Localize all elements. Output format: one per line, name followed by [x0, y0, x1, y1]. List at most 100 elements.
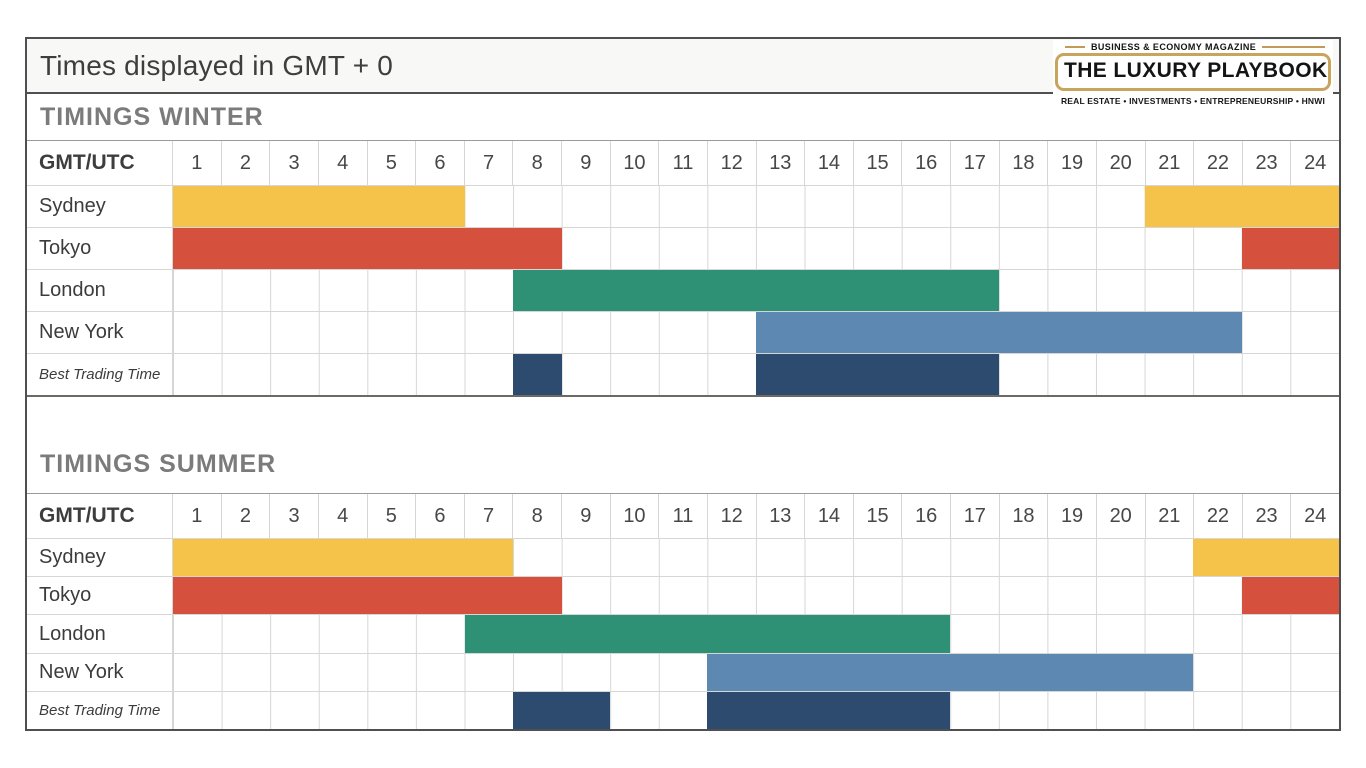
hour-header-cell: 3 — [270, 141, 319, 185]
hour-header-cell: 2 — [222, 494, 271, 538]
session-bar — [707, 691, 951, 730]
session-bar — [513, 354, 562, 395]
hour-header-cell: 23 — [1243, 141, 1292, 185]
row-label: London — [27, 615, 173, 653]
hour-header-cell: 16 — [902, 141, 951, 185]
section-band-winter: TIMINGS WINTER — [27, 94, 1339, 140]
table-row: New York — [27, 653, 1339, 692]
hour-header-cell: 6 — [416, 141, 465, 185]
table-row: Best Trading Time — [27, 691, 1339, 730]
row-label: New York — [27, 312, 173, 353]
hour-header-cell: 18 — [1000, 141, 1049, 185]
hour-header-cell: 21 — [1146, 141, 1195, 185]
hour-header-cell: 15 — [854, 141, 903, 185]
row-track — [173, 312, 1339, 353]
logo-tagline: REAL ESTATE • INVESTMENTS • ENTREPRENEUR… — [1060, 96, 1326, 106]
logo-eyebrow-text: BUSINESS & ECONOMY MAGAZINE — [1091, 42, 1257, 52]
session-bar — [707, 653, 1194, 691]
hour-header-cell: 13 — [757, 494, 806, 538]
section-band-summer: TIMINGS SUMMER — [27, 397, 1339, 493]
hour-header-cell: 19 — [1048, 494, 1097, 538]
hour-header-cell: 22 — [1194, 494, 1243, 538]
hour-header-cell: 15 — [854, 494, 903, 538]
hour-header-cell: 4 — [319, 494, 368, 538]
table-header-row: GMT/UTC 1 2 3 4 5 6 7 8 9 10 11 12 13 14 15 16 17 18 19 20 21… — [27, 494, 1339, 539]
logo-eyebrow: BUSINESS & ECONOMY MAGAZINE — [1065, 42, 1325, 52]
hour-header-cell: 22 — [1194, 141, 1243, 185]
corner-label: GMT/UTC — [27, 494, 173, 538]
hour-header-cell: 21 — [1146, 494, 1195, 538]
table-row: Sydney — [27, 186, 1339, 228]
hour-header-cell: 11 — [659, 494, 708, 538]
hour-header-cell: 1 — [173, 141, 222, 185]
hour-header-cell: 4 — [319, 141, 368, 185]
logo-name: THE LUXURY PLAYBOOK — [1064, 59, 1328, 82]
hour-header-cell: 6 — [416, 494, 465, 538]
session-bar — [1144, 186, 1339, 227]
hour-header-cell: 5 — [368, 494, 417, 538]
session-bar — [173, 228, 562, 269]
table-row: London — [27, 615, 1339, 654]
session-bar — [173, 186, 465, 227]
hour-header-cell: 8 — [513, 141, 562, 185]
hour-header-cell: 11 — [659, 141, 708, 185]
hour-header-cell: 14 — [805, 141, 854, 185]
session-bar — [513, 691, 611, 730]
session-bar — [756, 354, 999, 395]
hour-header-cell: 17 — [951, 141, 1000, 185]
session-bar — [173, 577, 562, 615]
hour-header-cell: 13 — [757, 141, 806, 185]
row-label: Sydney — [27, 539, 173, 577]
session-bar — [756, 312, 1242, 353]
session-bar — [513, 270, 999, 311]
row-label: Sydney — [27, 186, 173, 227]
hour-header-cell: 2 — [222, 141, 271, 185]
hour-header-cell: 5 — [368, 141, 417, 185]
row-track — [173, 653, 1339, 691]
hour-header-cell: 8 — [513, 494, 562, 538]
session-bar — [173, 539, 514, 577]
row-label: Best Trading Time — [27, 691, 173, 730]
table-row: New York — [27, 312, 1339, 354]
hour-header-cell: 23 — [1243, 494, 1292, 538]
hour-header-cell: 20 — [1097, 141, 1146, 185]
section-heading-summer: TIMINGS SUMMER — [40, 450, 277, 478]
corner-label: GMT/UTC — [27, 141, 173, 185]
hour-header-cell: 12 — [708, 141, 757, 185]
hour-header-cell: 19 — [1048, 141, 1097, 185]
row-track — [173, 228, 1339, 269]
hour-header-cell: 24 — [1304, 504, 1327, 527]
row-track — [173, 615, 1339, 653]
magazine-logo: BUSINESS & ECONOMY MAGAZINE THE LUXURY P… — [1053, 40, 1333, 110]
hour-header-cell: 12 — [708, 494, 757, 538]
table-row: Tokyo — [27, 577, 1339, 616]
row-track — [173, 354, 1339, 395]
row-label: Tokyo — [27, 577, 173, 615]
row-label: New York — [27, 653, 173, 691]
table-header-row: GMT/UTC 1 2 3 4 5 6 7 8 9 10 11 12 13 14 15 16 17 18 19 20 21… — [27, 141, 1339, 186]
hour-header-cell: 16 — [902, 494, 951, 538]
row-label: London — [27, 270, 173, 311]
section-heading-winter: TIMINGS WINTER — [40, 102, 264, 131]
table-row: Sydney — [27, 539, 1339, 578]
hour-header-cell: 14 — [805, 494, 854, 538]
table-row: Best Trading Time — [27, 354, 1339, 395]
row-track — [173, 186, 1339, 227]
session-bar — [464, 615, 951, 653]
session-bar — [1193, 539, 1339, 577]
hour-header-cell: 20 — [1097, 494, 1146, 538]
table-row: Tokyo — [27, 228, 1339, 270]
hour-header-cell: 1 — [173, 494, 222, 538]
row-label: Best Trading Time — [27, 354, 173, 395]
hour-header-cell: 7 — [465, 494, 514, 538]
hour-header-cell: 24 — [1304, 151, 1327, 174]
row-track — [173, 691, 1339, 730]
timings-table-winter: GMT/UTC 1 2 3 4 5 6 7 8 9 10 11 12 13 14 15 16 17 18 19 20 21… — [27, 140, 1339, 397]
table-row: London — [27, 270, 1339, 312]
hours-strip: 1 2 3 4 5 6 7 8 9 10 11 12 13 14 15 16 17 18 19 20 21 22 23 24 — [173, 494, 1339, 538]
row-track — [173, 577, 1339, 615]
logo-eyebrow-line-right — [1262, 46, 1325, 48]
content-frame: Times displayed in GMT + 0 BUSINESS & EC… — [25, 37, 1341, 731]
session-bar — [1241, 228, 1339, 269]
hour-header-cell: 10 — [611, 141, 660, 185]
